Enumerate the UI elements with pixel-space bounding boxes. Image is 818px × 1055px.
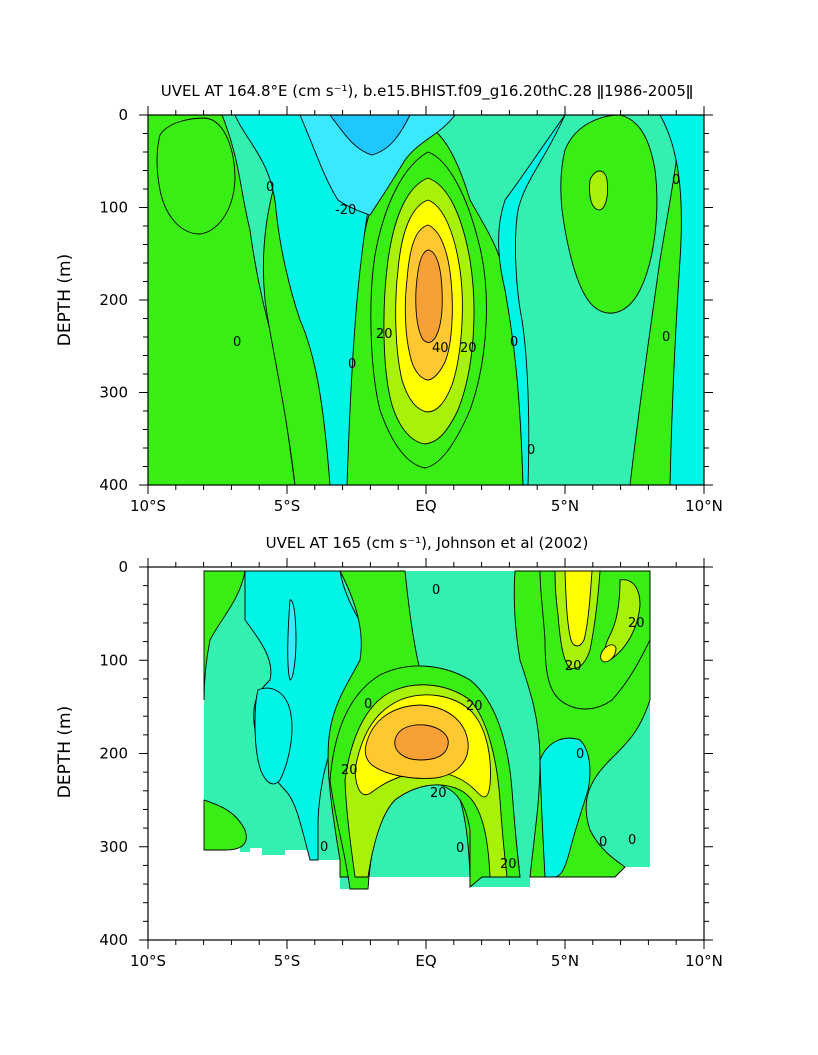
x-tick-label: 5°N — [551, 497, 579, 515]
contour-label: 0 — [672, 173, 680, 188]
panel-1-title: UVEL AT 164.8°E (cm s⁻¹), b.e15.BHIST.f0… — [161, 82, 694, 101]
panel-model: UVEL AT 164.8°E (cm s⁻¹), b.e15.BHIST.f0… — [55, 82, 723, 515]
obs-band-neg20-patch — [287, 599, 297, 681]
panel-observed: UVEL AT 165 (cm s⁻¹), Johnson et al (200… — [55, 534, 723, 970]
contour-label: 0 — [576, 747, 584, 762]
panel-1-contour-labels: 0 -20 0 20 40 20 0 0 0 0 0 — [233, 173, 680, 458]
contour-label: 0 — [364, 697, 372, 712]
obs-band-pos50 — [394, 724, 449, 761]
y-tick-label: 100 — [99, 651, 128, 669]
x-tick-label: 5°N — [551, 952, 579, 970]
x-tick-label: 10°N — [685, 952, 723, 970]
band-neg10-far-east — [659, 115, 704, 485]
contour-label: 20 — [430, 786, 447, 801]
panel-2-title: UVEL AT 165 (cm s⁻¹), Johnson et al (200… — [266, 534, 589, 552]
obs-band-neg10-east — [539, 737, 591, 878]
contour-label: 0 — [510, 335, 518, 350]
contour-label: 0 — [628, 833, 636, 848]
band-pos10-west — [156, 117, 236, 235]
contour-label: 0 — [348, 357, 356, 372]
obs-band-pos30-east — [564, 570, 593, 647]
band-neg30 — [329, 115, 411, 156]
panel-2-ylabel: DEPTH (m) — [55, 706, 75, 798]
contour-label: 20 — [460, 341, 477, 356]
y-tick-label: 100 — [99, 199, 128, 217]
contour-label: 40 — [432, 341, 449, 356]
y-tick-label: 200 — [99, 745, 128, 763]
contour-label: 20 — [565, 659, 582, 674]
y-tick-label: 300 — [99, 838, 128, 856]
contour-label: 0 — [233, 335, 241, 350]
y-tick-label: 0 — [118, 558, 128, 576]
x-tick-label: EQ — [415, 497, 436, 515]
band-pos20-patch — [589, 170, 609, 211]
x-tick-label: 10°N — [685, 497, 723, 515]
x-tick-label: 5°S — [274, 497, 301, 515]
contour-label: 0 — [456, 841, 464, 856]
y-tick-label: 400 — [99, 931, 128, 949]
x-tick-label: 10°S — [130, 952, 166, 970]
panel-2-contours — [203, 570, 651, 890]
panel-2-contour-labels: 0 20 20 0 20 0 20 20 0 0 0 0 20 — [320, 583, 645, 872]
band-pos50 — [415, 249, 443, 343]
contour-label: 0 — [432, 583, 440, 598]
panel-1-ylabel: DEPTH (m) — [55, 254, 75, 346]
contour-label: 20 — [628, 616, 645, 631]
contour-label: 0 — [599, 835, 607, 850]
x-tick-label: EQ — [415, 952, 436, 970]
y-tick-label: 400 — [99, 476, 128, 494]
band-neg20 — [299, 115, 456, 216]
obs-band-0-west-low — [203, 799, 247, 851]
contour-label: 0 — [527, 443, 535, 458]
x-tick-label: 5°S — [274, 952, 301, 970]
contour-label: 0 — [662, 330, 670, 345]
y-tick-label: 0 — [118, 106, 128, 124]
contour-label: 0 — [320, 840, 328, 855]
y-tick-label: 200 — [99, 291, 128, 309]
obs-band-0-west — [203, 570, 246, 701]
y-tick-label: 300 — [99, 384, 128, 402]
contour-label: 0 — [266, 180, 274, 195]
obs-band-neg10-west-2 — [254, 687, 293, 785]
band-neg10-east — [470, 115, 566, 485]
contour-label: 20 — [466, 699, 483, 714]
obs-band-pos30-east-small — [600, 644, 617, 663]
contour-label: -20 — [335, 203, 356, 218]
contour-label: 20 — [376, 327, 393, 342]
contour-label: 20 — [341, 763, 358, 778]
panel-1-contours — [148, 115, 704, 485]
x-tick-label: 10°S — [130, 497, 166, 515]
contour-label: 20 — [500, 857, 517, 872]
